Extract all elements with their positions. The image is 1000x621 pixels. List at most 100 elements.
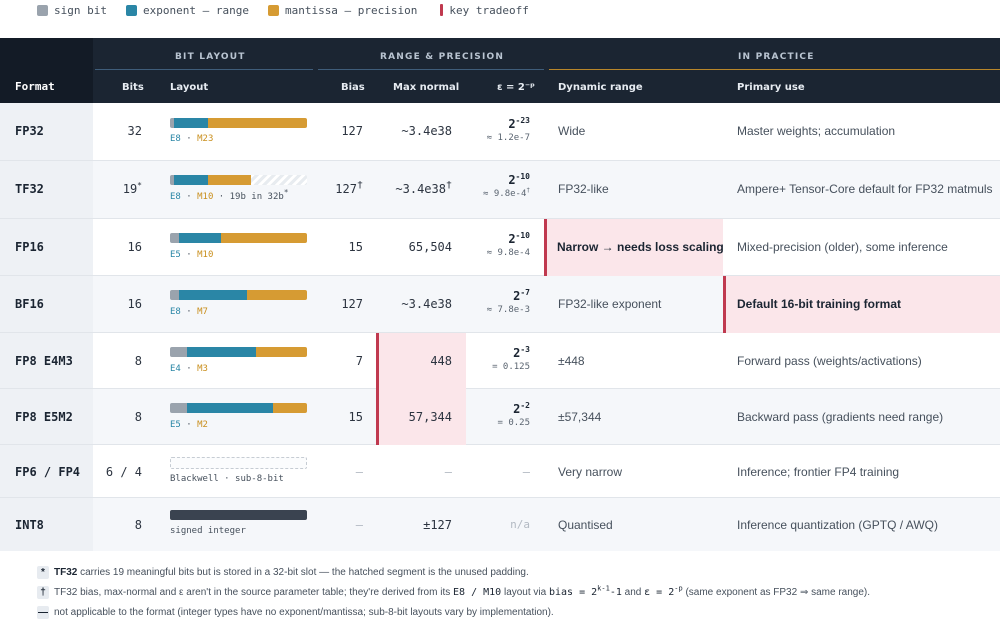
eps-base: 2 — [508, 117, 516, 131]
exponent-label: E8 — [170, 307, 181, 317]
eps-approx: ≈ 7.8e-3 — [486, 305, 530, 315]
epsilon-value: 2-10 ≈ 9.8e-4 — [487, 231, 530, 259]
footnote-code: bias = 2k-1-1 — [549, 585, 622, 598]
sign-segment — [170, 118, 175, 128]
max-footnote-mark: † — [445, 180, 452, 191]
exponent-segment — [187, 347, 256, 357]
dynamic-range-value: FP32-like — [558, 182, 609, 196]
eps-exponent: -7 — [520, 288, 530, 297]
mantissa-label: M3 — [197, 364, 208, 374]
format-cell — [0, 498, 93, 551]
layout-label: E8 · M7 — [170, 307, 208, 317]
exponent-segment — [174, 175, 209, 185]
mantissa-segment — [255, 347, 307, 357]
layout-footnote-mark: * — [283, 188, 289, 197]
legend-label: exponent — range — [142, 3, 249, 17]
table-row: FP16 16 E5 · M10 15 65,504 2-10 ≈ 9.8e-4 … — [0, 219, 1000, 276]
col-layout: Layout — [170, 82, 209, 93]
bits-footnote-mark: * — [137, 181, 142, 190]
dynamic-range-value: Quantised — [558, 518, 613, 532]
layout-label: E5 · M10 — [170, 250, 214, 260]
epsilon-value: 2-23 ≈ 1.2e-7 — [486, 116, 530, 144]
mantissa-swatch-icon — [267, 4, 279, 16]
eps-exponent: -2 — [520, 401, 530, 410]
group-underline — [318, 69, 544, 70]
primary-use-value: Inference quantization (GPTQ / AWQ) — [737, 518, 938, 532]
group-in-practice: IN PRACTICE — [738, 52, 815, 62]
bits-value: 19* — [123, 181, 142, 197]
max-normal-value: ~3.4e38 — [401, 297, 452, 311]
mantissa-segment — [208, 118, 307, 128]
max-normal-value: 57,344 — [408, 410, 452, 424]
exponent-segment — [178, 290, 248, 300]
dynamic-range-value: ±57,344 — [558, 410, 602, 424]
format-name: FP8 E5M2 — [15, 410, 73, 424]
layout-label: E4 · M3 — [170, 364, 208, 374]
key-tradeoff-swatch-icon — [440, 4, 444, 16]
table-row: FP32 32 E8 · M23 127 ~3.4e38 2-23 ≈ 1.2e-… — [0, 103, 1000, 161]
bias-value: — — [355, 518, 363, 532]
legend-label: mantissa — precision — [284, 3, 418, 17]
exponent-swatch-icon — [125, 4, 137, 16]
group-underline — [95, 69, 313, 70]
bias-value: 127 — [341, 124, 363, 138]
max-normal-value: 65,504 — [408, 240, 452, 254]
sign-segment — [170, 403, 188, 413]
exponent-segment — [187, 403, 273, 413]
legend: sign bit exponent — range mantissa — pre… — [37, 3, 548, 17]
eps-approx: ≈ 1.2e-7 — [486, 133, 530, 143]
sign-segment — [170, 233, 179, 243]
footnote-mark: — — [37, 606, 49, 619]
table-header: Format BIT LAYOUT RANGE & PRECISION IN P… — [0, 38, 1000, 103]
bits-value: 8 — [134, 410, 142, 424]
eps-exponent: -10 — [515, 231, 530, 240]
bits-value: 6 / 4 — [105, 465, 142, 479]
group-range-precision: RANGE & PRECISION — [380, 52, 505, 62]
key-tradeoff-highlight: Narrow → needs loss scaling — [544, 219, 724, 276]
format-cell — [0, 161, 93, 218]
bits-value: 32 — [128, 124, 142, 138]
format-name: FP6 / FP4 — [15, 465, 81, 479]
max-normal-value: ~3.4e38† — [395, 180, 452, 197]
mantissa-label: M2 — [197, 420, 208, 430]
primary-use-value: Backward pass (gradients need range) — [737, 410, 944, 424]
eps-footnote-mark: † — [526, 187, 530, 194]
mantissa-segment — [221, 233, 307, 243]
bits-value: 8 — [134, 354, 142, 368]
format-cell — [0, 219, 93, 275]
bit-layout-bar — [170, 347, 307, 357]
mantissa-segment — [247, 290, 307, 300]
bias-value: 127 — [341, 297, 363, 311]
col-max-normal: Max normal — [393, 82, 460, 93]
exponent-segment — [174, 118, 209, 128]
format-cell — [0, 389, 93, 444]
footnote-code: ε = 2-p — [644, 584, 683, 598]
footnote-text: (same exponent as FP32 ⇒ same range). — [682, 587, 871, 598]
epsilon-value: 2-2 = 0.25 — [497, 401, 530, 429]
eps-exponent: -23 — [515, 116, 530, 125]
eps-approx: = 0.125 — [492, 362, 530, 372]
col-eps: ε = 2⁻ᵖ — [497, 82, 535, 93]
formula-part: -1 — [609, 587, 622, 598]
footnote-dash: — not applicable to the format (integer … — [37, 606, 554, 619]
max-normal-number: ~3.4e38 — [395, 182, 446, 196]
group-bit-layout: BIT LAYOUT — [175, 52, 246, 62]
format-header-cell — [0, 38, 93, 103]
footnote-bold: TF32 — [54, 567, 78, 578]
formula-sup: -p — [674, 584, 683, 593]
bit-layout-bar — [170, 233, 307, 243]
mantissa-label: M10 — [197, 192, 214, 202]
group-underline — [549, 69, 1000, 70]
mantissa-segment — [272, 403, 307, 413]
key-tradeoff-highlight: Default 16-bit training format — [723, 276, 1000, 333]
legend-item-exponent: exponent — range — [125, 3, 249, 17]
primary-use-value: Ampere+ Tensor-Core default for FP32 mat… — [737, 182, 993, 196]
layout-extra: · 19b in 32b — [213, 192, 284, 202]
bit-layout-bar — [170, 510, 307, 520]
eps-base: 2 — [513, 346, 521, 360]
max-normal-value: 448 — [430, 354, 452, 368]
table-row: BF16 16 E8 · M7 127 ~3.4e38 2-7 ≈ 7.8e-3 … — [0, 276, 1000, 333]
exponent-label: E4 — [170, 364, 181, 374]
max-normal-value: ±127 — [423, 518, 452, 532]
footnote-text: not applicable to the format (integer ty… — [54, 607, 554, 618]
